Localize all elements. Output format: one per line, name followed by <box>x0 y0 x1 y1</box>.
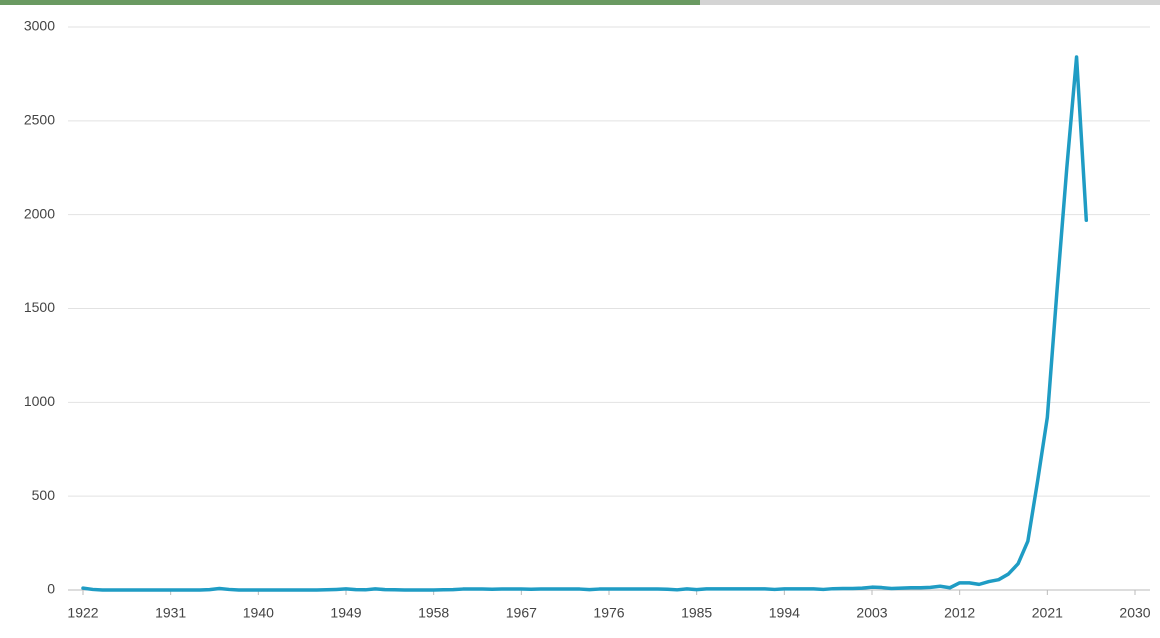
progress-fill <box>0 0 700 5</box>
x-tick-label: 1931 <box>155 605 186 621</box>
y-tick-label: 2000 <box>24 205 55 221</box>
y-tick-label: 3000 <box>24 18 55 34</box>
x-tick-label: 1976 <box>593 605 624 621</box>
x-tick-label: 1940 <box>243 605 274 621</box>
y-tick-label: 1500 <box>24 299 55 315</box>
y-tick-label: 1000 <box>24 393 55 409</box>
progress-track <box>700 0 1160 5</box>
x-tick-label: 1922 <box>67 605 98 621</box>
x-tick-label: 2030 <box>1119 605 1150 621</box>
y-tick-label: 2500 <box>24 112 55 128</box>
x-tick-label: 1985 <box>681 605 712 621</box>
x-tick-label: 1949 <box>330 605 361 621</box>
y-tick-label: 0 <box>47 581 55 597</box>
line-series <box>81 55 1089 592</box>
y-tick-label: 500 <box>32 487 56 503</box>
x-tick-label: 1958 <box>418 605 449 621</box>
x-tick-label: 2021 <box>1032 605 1063 621</box>
x-tick-label: 2012 <box>944 605 975 621</box>
x-tick-label: 2003 <box>856 605 887 621</box>
x-tick-label: 1994 <box>769 605 800 621</box>
x-tick-label: 1967 <box>506 605 537 621</box>
